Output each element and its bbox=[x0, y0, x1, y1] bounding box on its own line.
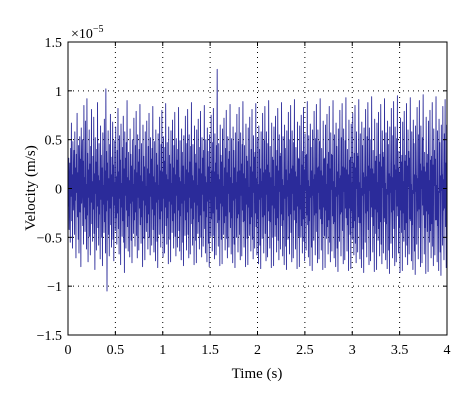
series-group bbox=[67, 68, 448, 292]
y-exponent-label: ×10−5 bbox=[71, 24, 104, 42]
x-tick-labels: 0 0.5 1 1.5 2 2.5 3 3.5 4 bbox=[65, 343, 451, 358]
x-tick-label: 0.5 bbox=[107, 343, 125, 358]
y-tick-label: −0.5 bbox=[37, 231, 62, 246]
x-tick-label: 2 bbox=[254, 343, 261, 358]
y-exponent-base: ×10 bbox=[71, 27, 93, 42]
x-tick-label: 1 bbox=[159, 343, 166, 358]
y-tick-label: 1 bbox=[55, 85, 62, 100]
x-tick-label: 4 bbox=[444, 343, 451, 358]
y-tick-label: 1.5 bbox=[45, 36, 63, 51]
y-tick-label: 0 bbox=[55, 183, 62, 198]
y-tick-label: −1.5 bbox=[37, 329, 62, 344]
y-axis-label: Velocity (m/s) bbox=[23, 145, 39, 230]
y-tick-label: −1 bbox=[47, 280, 62, 295]
y-tick-label: 0.5 bbox=[45, 134, 63, 149]
x-tick-label: 0 bbox=[65, 343, 72, 358]
ticks bbox=[67, 41, 448, 336]
x-tick-label: 1.5 bbox=[201, 343, 219, 358]
y-tick-labels: −1.5 −1 −0.5 0 0.5 1 1.5 bbox=[37, 36, 62, 344]
x-tick-label: 2.5 bbox=[296, 343, 314, 358]
x-axis-label: Time (s) bbox=[232, 366, 283, 382]
y-exponent-power: −5 bbox=[93, 24, 104, 35]
x-tick-label: 3.5 bbox=[391, 343, 409, 358]
series-line bbox=[67, 68, 448, 292]
x-tick-label: 3 bbox=[349, 343, 356, 358]
